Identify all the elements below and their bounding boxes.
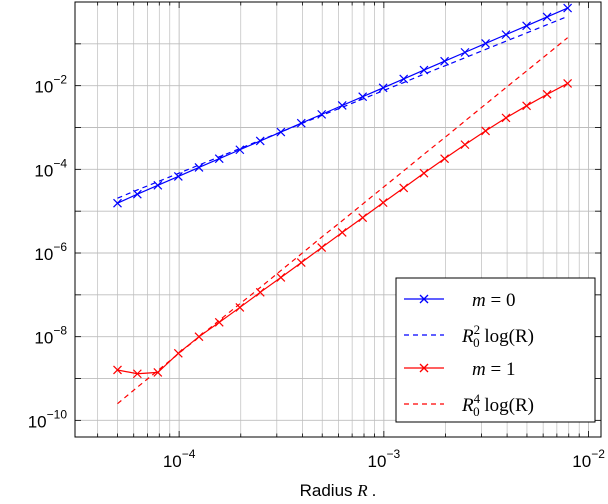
data-point-marker xyxy=(522,101,532,111)
tick-layer xyxy=(75,1,601,437)
series-layer xyxy=(113,3,573,405)
legend-box xyxy=(395,277,596,423)
data-point-marker xyxy=(235,303,245,312)
data-point-marker xyxy=(276,127,286,137)
data-point-marker xyxy=(481,39,491,48)
x-tick-label: 10−2 xyxy=(572,447,605,471)
legend-item-m0: m = 0 xyxy=(404,290,515,311)
data-point-marker xyxy=(132,369,142,379)
x-tick-label: 10−3 xyxy=(368,447,401,471)
data-point-marker xyxy=(501,30,511,40)
data-point-marker xyxy=(542,89,552,99)
legend-item-r0-squared: R2 0 log(R) xyxy=(404,322,534,350)
data-point-marker xyxy=(337,101,347,110)
data-point-marker xyxy=(563,3,573,13)
y-tick-labels: 10−10 10−8 10−6 10−4 10−2 xyxy=(28,73,68,432)
x-axis-label-suffix: . xyxy=(372,481,377,500)
data-point-marker xyxy=(542,12,552,22)
data-point-marker xyxy=(194,163,204,172)
series-3 xyxy=(117,37,568,405)
data-point-marker xyxy=(399,74,409,84)
legend-item-m1: m = 1 xyxy=(404,359,515,380)
data-point-marker xyxy=(563,79,573,88)
data-point-marker xyxy=(460,140,470,150)
legend-label-m0: m = 0 xyxy=(472,290,515,311)
legend-item-r0-fourth: R4 0 log(R) xyxy=(404,391,534,419)
series-0 xyxy=(113,3,573,208)
x-axis-label-variable: R xyxy=(356,481,368,500)
data-point-marker xyxy=(276,273,286,282)
legend: m = 0 R2 0 log(R) m = 1 R4 0 log(R) xyxy=(395,277,596,423)
x-tick-label: 10−4 xyxy=(163,447,196,471)
data-point-marker xyxy=(460,47,470,57)
data-point-marker xyxy=(337,228,347,237)
data-point-marker xyxy=(419,168,429,178)
data-point-marker xyxy=(113,365,122,375)
series-2 xyxy=(113,79,573,379)
legend-label-m1: m = 1 xyxy=(472,359,515,380)
y-tick-label: 10−8 xyxy=(34,324,67,348)
data-point-marker xyxy=(358,213,368,223)
y-tick-label: 10−6 xyxy=(34,240,67,264)
x-tick-labels: 10−4 10−3 10−2 xyxy=(163,447,605,471)
legend-marker-m0 xyxy=(419,294,429,304)
y-tick-label: 10−4 xyxy=(34,156,67,180)
data-point-marker xyxy=(399,183,409,193)
x-axis-label: Radius R. xyxy=(300,481,377,500)
legend-label-r0-fourth: R4 0 log(R) xyxy=(461,391,534,419)
y-tick-label: 10−2 xyxy=(34,73,67,97)
data-point-marker xyxy=(113,198,122,208)
x-axis-label-text: Radius xyxy=(300,481,353,500)
data-point-marker xyxy=(378,198,388,208)
data-point-marker xyxy=(358,92,368,102)
data-point-marker xyxy=(296,258,306,268)
data-point-marker xyxy=(173,171,183,181)
data-point-marker xyxy=(440,56,450,66)
data-point-marker xyxy=(440,154,450,164)
y-tick-label: 10−10 xyxy=(28,407,68,431)
legend-label-r0-squared: R2 0 log(R) xyxy=(461,322,534,350)
data-point-marker xyxy=(317,243,327,252)
data-point-marker xyxy=(214,317,224,327)
data-point-marker xyxy=(501,113,511,123)
data-point-marker xyxy=(522,21,532,31)
plot-area-frame xyxy=(74,1,602,438)
data-point-marker xyxy=(153,367,163,377)
series-line xyxy=(117,37,568,405)
legend-marker-m1 xyxy=(419,363,429,373)
data-point-marker xyxy=(481,126,491,136)
data-point-marker xyxy=(378,83,388,93)
